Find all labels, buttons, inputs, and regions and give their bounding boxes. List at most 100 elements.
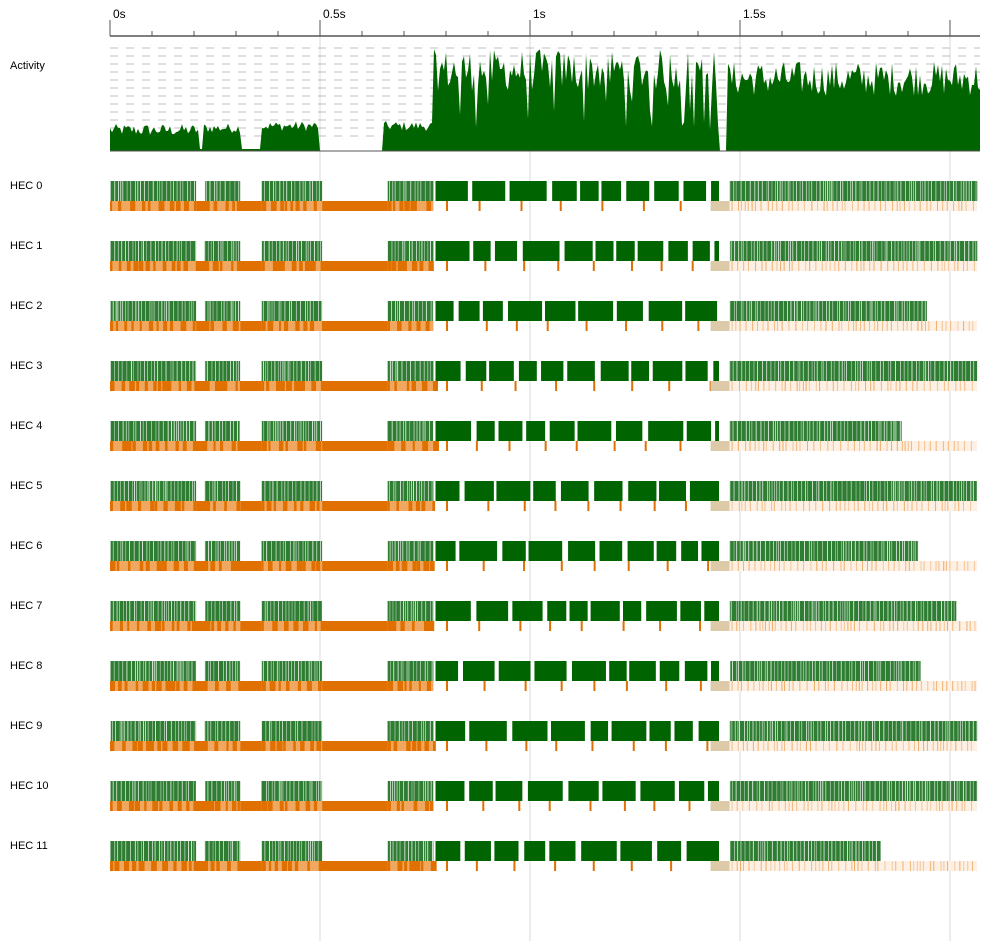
running-block [482, 301, 503, 321]
running-stripe [811, 601, 813, 621]
gc-block [196, 801, 205, 811]
running-stripe [763, 721, 765, 741]
running-stripe [759, 301, 761, 321]
gc-mark [905, 561, 907, 571]
running-stripe [312, 841, 314, 861]
running-stripe [210, 721, 212, 741]
gc-mark [315, 441, 322, 451]
running-stripe [820, 841, 822, 861]
gc-mark [957, 321, 959, 331]
running-stripe [917, 301, 919, 321]
gc-block [322, 321, 388, 331]
gc-mark [776, 261, 778, 271]
gc-mark [446, 741, 448, 751]
running-stripe [939, 241, 941, 261]
running-stripe [777, 421, 778, 441]
gc-mark [760, 561, 762, 571]
running-stripe [841, 361, 843, 381]
gc-mark [916, 501, 918, 511]
running-stripe [886, 421, 888, 441]
running-block [435, 841, 461, 861]
gc-mark [287, 861, 292, 871]
gc-mark [293, 741, 296, 751]
gc-mark [909, 861, 911, 871]
running-stripe [117, 841, 119, 861]
running-stripe [308, 481, 310, 501]
running-stripe [757, 181, 759, 201]
running-stripe [190, 241, 192, 261]
running-stripe [769, 541, 771, 561]
running-stripe [213, 661, 215, 681]
hec-row: HEC 3 [10, 360, 978, 391]
running-stripe [916, 481, 918, 501]
gc-mark [144, 381, 148, 391]
hec-row: HEC 9 [10, 720, 978, 751]
running-block [602, 781, 636, 801]
running-stripe [915, 181, 917, 201]
gc-block [322, 381, 388, 391]
running-stripe [894, 481, 896, 501]
running-stripe [826, 481, 828, 501]
running-stripe [854, 541, 856, 561]
gc-mark [422, 441, 429, 451]
gc-block [196, 261, 205, 271]
gc-mark [204, 621, 211, 631]
gc-mark [548, 801, 551, 811]
gc-block [710, 801, 730, 811]
running-stripe [752, 721, 754, 741]
gc-mark [973, 561, 975, 571]
running-stripe [176, 241, 178, 261]
running-stripe [797, 421, 799, 441]
running-stripe [293, 421, 295, 441]
running-stripe [286, 781, 288, 801]
running-stripe [923, 481, 925, 501]
running-stripe [737, 841, 739, 861]
running-stripe [149, 301, 151, 321]
gc-mark [882, 321, 884, 331]
gc-mark [183, 681, 188, 691]
gc-mark [971, 861, 973, 871]
gc-mark [127, 561, 131, 571]
running-stripe [164, 481, 166, 501]
running-stripe [172, 361, 174, 381]
running-stripe [898, 661, 900, 681]
running-stripe [842, 721, 843, 741]
gc-mark [825, 321, 827, 331]
running-stripe [419, 661, 421, 681]
running-stripe [113, 661, 115, 681]
gc-mark [387, 621, 392, 631]
gc-mark [557, 261, 560, 271]
gc-mark [397, 861, 403, 871]
gc-mark [731, 501, 733, 511]
gc-mark [225, 621, 229, 631]
gc-mark [738, 621, 740, 631]
gc-mark [809, 621, 811, 631]
running-stripe [207, 781, 209, 801]
running-stripe [844, 781, 846, 801]
running-stripe [161, 241, 163, 261]
running-stripe [822, 541, 823, 561]
running-stripe [775, 421, 776, 441]
running-stripe [130, 661, 132, 681]
running-stripe [204, 841, 206, 861]
running-stripe [815, 301, 817, 321]
running-stripe [790, 301, 792, 321]
running-stripe [310, 841, 311, 861]
running-stripe [280, 301, 282, 321]
running-stripe [132, 361, 134, 381]
running-stripe [394, 181, 396, 201]
running-stripe [195, 601, 196, 621]
running-stripe [217, 721, 219, 741]
running-stripe [893, 661, 895, 681]
running-stripe [396, 421, 398, 441]
running-stripe [170, 661, 172, 681]
running-stripe [150, 361, 152, 381]
gc-mark [165, 681, 171, 691]
running-block [524, 841, 546, 861]
gc-mark [872, 501, 874, 511]
gc-mark [927, 621, 929, 631]
running-stripe [170, 361, 172, 381]
gc-mark [973, 261, 975, 271]
gc-mark [619, 501, 622, 511]
